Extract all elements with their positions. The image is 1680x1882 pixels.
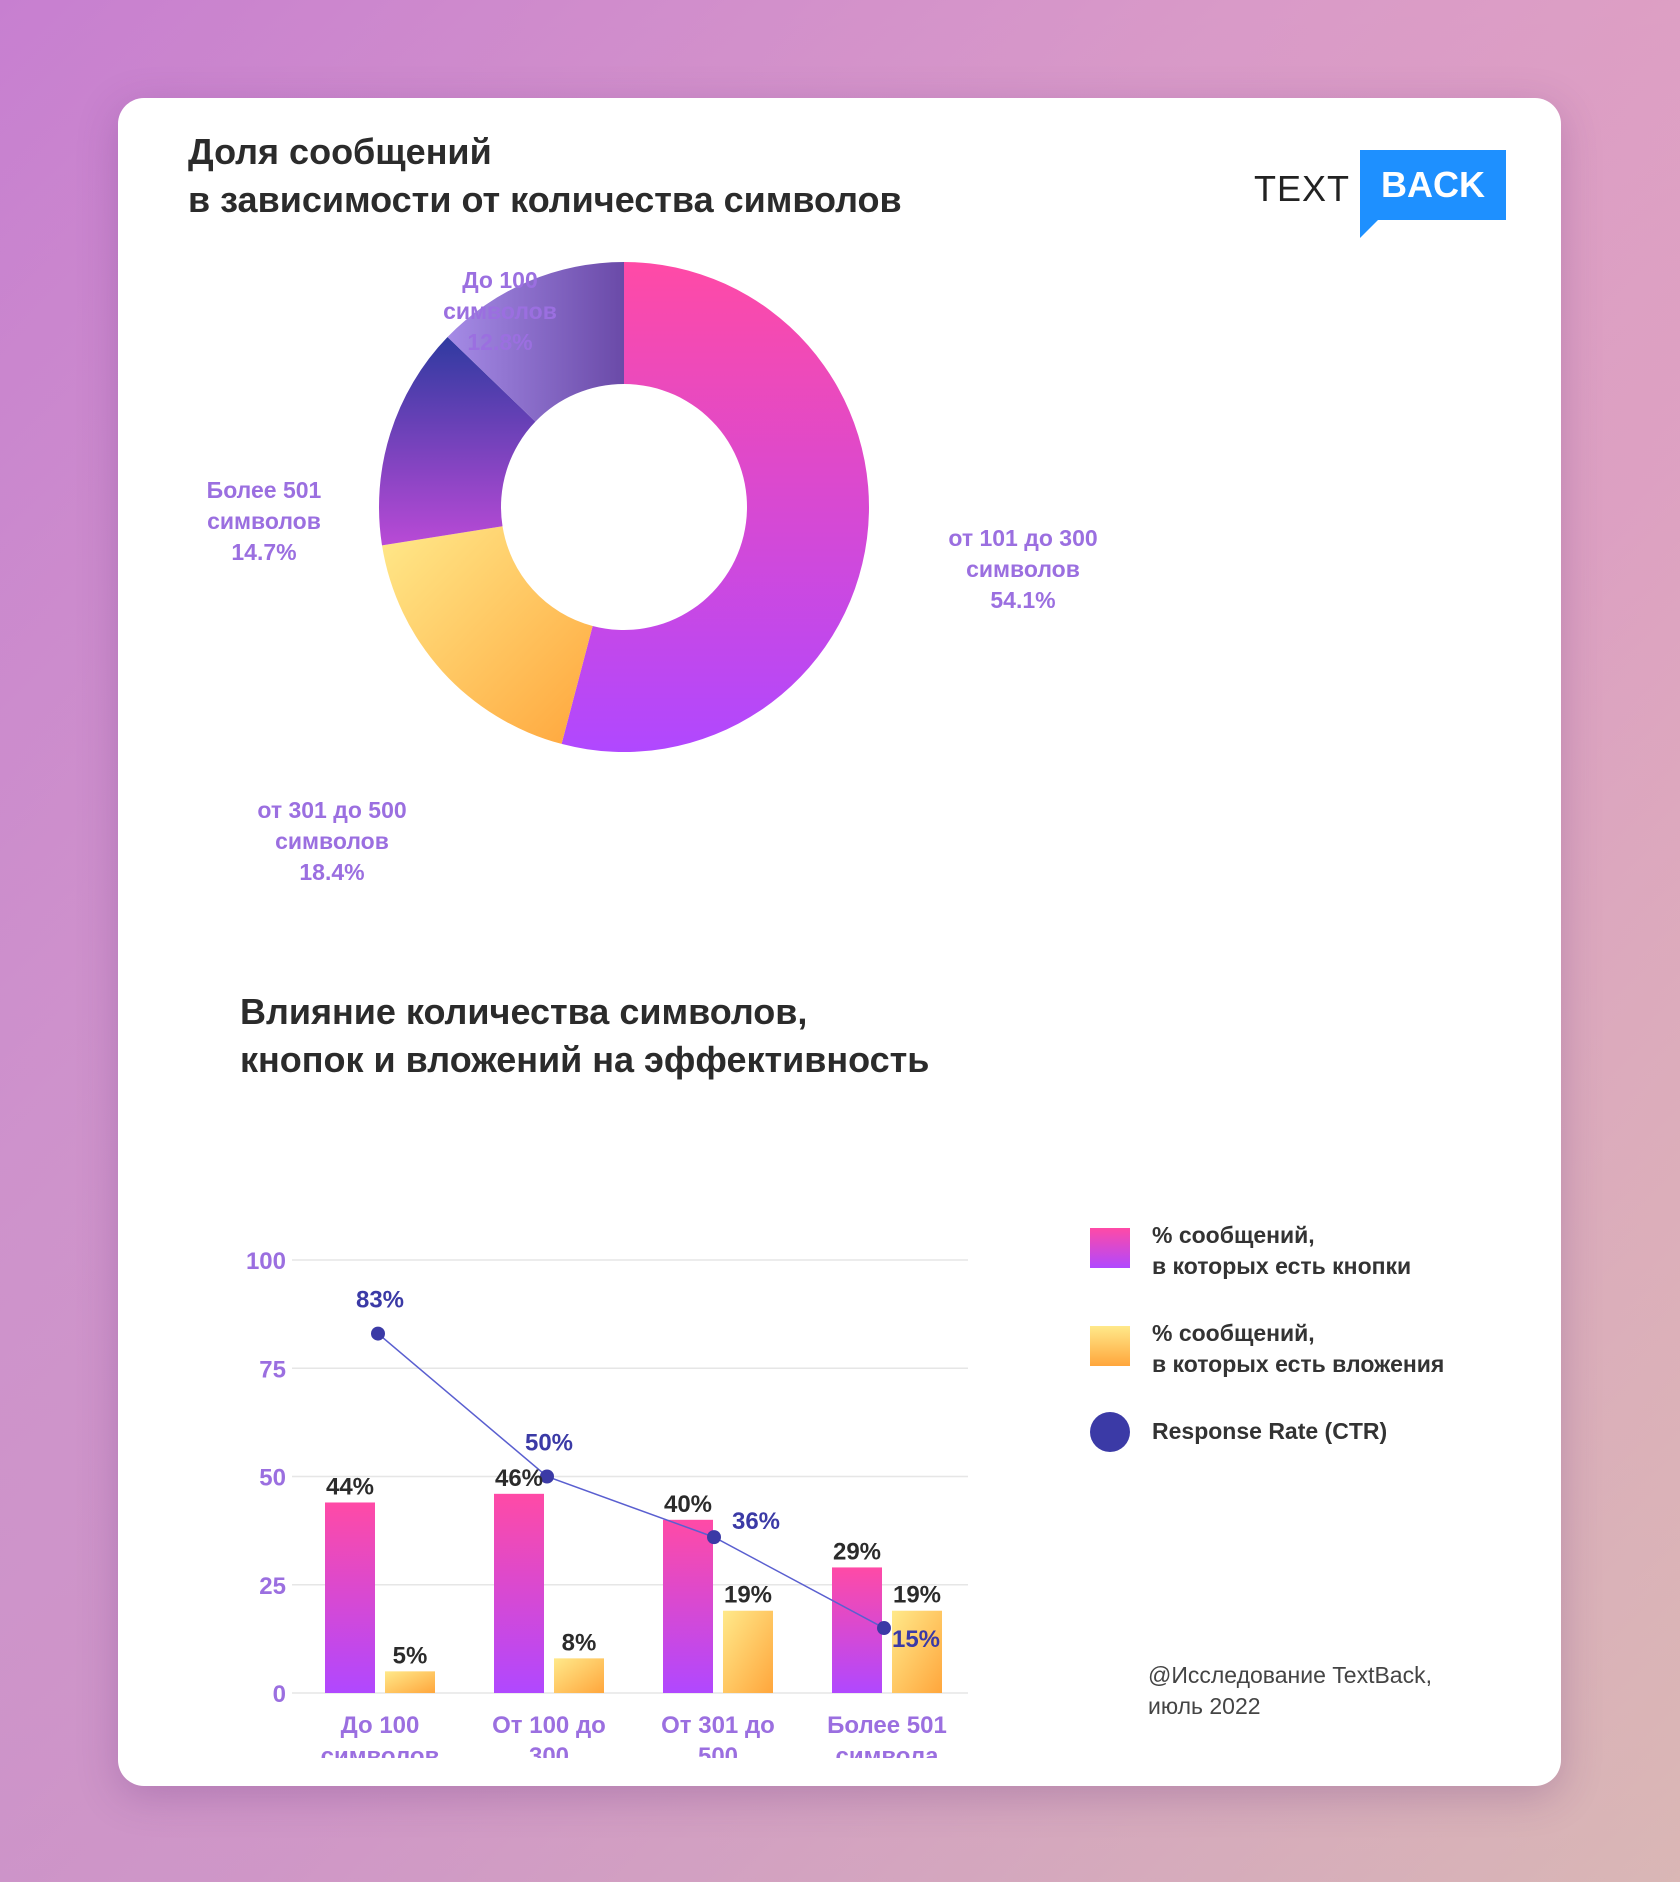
x-category-label-3-line-1: символа: [836, 1743, 940, 1758]
legend-label-buttons-line-1: % сообщений,: [1152, 1222, 1315, 1248]
ctr-point-2: [707, 1530, 721, 1545]
ctr-point-3: [877, 1621, 891, 1636]
pie-chart-title-line-1: Доля сообщений: [188, 131, 492, 172]
slice-label-101-300: от 101 до 300 символов 54.1%: [903, 523, 1143, 616]
donut-slice-1: [382, 526, 593, 744]
x-category-label-1-line-1: 300: [529, 1743, 569, 1758]
slice-label-101-300-value: 54.1%: [990, 587, 1056, 613]
infographic-card: Доля сообщений в зависимости от количест…: [118, 98, 1561, 1786]
logo-box: BACK: [1360, 150, 1506, 220]
y-tick-label-2: 50: [259, 1465, 286, 1492]
x-category-label-0-line-0: До 100: [341, 1712, 420, 1739]
slice-label-under-100-value: 12.8%: [467, 329, 533, 355]
bar-label-buttons-0: 44%: [326, 1473, 374, 1500]
donut-chart: [379, 262, 870, 752]
x-category-label-3-line-0: Более 501: [827, 1712, 947, 1739]
y-tick-label-3: 75: [259, 1356, 286, 1383]
legend-label-attachments: % сообщений, в которых есть вложения: [1152, 1318, 1444, 1380]
legend-label-ctr: Response Rate (CTR): [1152, 1416, 1387, 1447]
bar-chart-title-line-2: кнопок и вложений на эффективность: [240, 1039, 930, 1080]
slice-label-301-500-line-2: символов: [275, 828, 389, 854]
source-note-line-1: @Исследование TextBack,: [1148, 1662, 1432, 1688]
slice-label-301-500: от 301 до 500 символов 18.4%: [212, 795, 452, 888]
ctr-point-0: [371, 1326, 385, 1341]
bar-label-buttons-2: 40%: [664, 1491, 712, 1518]
slice-label-501-plus: Более 501 символов 14.7%: [144, 475, 384, 568]
bar-label-attachments-2: 19%: [724, 1582, 772, 1609]
bar-buttons-3: [832, 1567, 882, 1693]
legend-label-buttons: % сообщений, в которых есть кнопки: [1152, 1220, 1411, 1282]
bar-chart: 0 25 50 75 100 44% 46% 40% 29% 5% 8% 19% 19% 83% 50% 3…: [246, 1248, 968, 1758]
slice-label-under-100: До 100 символов 12.8%: [380, 265, 620, 358]
bar-chart-title: Влияние количества символов, кнопок и вл…: [240, 988, 929, 1084]
slice-label-under-100-line-1: До 100: [462, 267, 538, 293]
x-category-label-2-line-1: 500: [698, 1743, 738, 1758]
pie-chart-title-line-2: в зависимости от количества символов: [188, 179, 902, 220]
slice-label-under-100-line-2: символов: [443, 298, 557, 324]
legend-label-attachments-line-2: в которых есть вложения: [1152, 1351, 1445, 1377]
logo-tail: [1360, 220, 1378, 238]
bar-attachments-2: [723, 1610, 773, 1693]
source-note: @Исследование TextBack, июль 2022: [1148, 1660, 1432, 1722]
donut-slice-0: [561, 262, 870, 752]
bar-label-attachments-3: 19%: [893, 1582, 941, 1609]
slice-label-101-300-line-2: символов: [966, 556, 1080, 582]
bar-attachments-1: [554, 1658, 604, 1693]
bar-label-buttons-3: 29%: [833, 1538, 881, 1565]
slice-label-101-300-line-1: от 101 до 300: [948, 525, 1098, 551]
bar-buttons-1: [494, 1493, 544, 1693]
bar-buttons-2: [663, 1519, 713, 1693]
bar-buttons-0: [325, 1502, 375, 1693]
ctr-point-1: [540, 1469, 554, 1484]
ctr-line: [377, 1333, 885, 1629]
slice-label-301-500-value: 18.4%: [299, 859, 365, 885]
bar-label-attachments-1: 8%: [562, 1629, 597, 1656]
bar-attachments-0: [385, 1671, 435, 1693]
bar-attachments-3: [892, 1610, 942, 1693]
donut-slice-2: [379, 337, 536, 546]
ctr-label-0: 83%: [356, 1287, 404, 1314]
slice-label-501-plus-line-1: Более 501: [206, 477, 322, 503]
donut-slice-3: [447, 262, 624, 422]
slice-label-501-plus-value: 14.7%: [231, 539, 297, 565]
logo-text: TEXT: [1254, 168, 1351, 209]
x-category-label-1-line-0: От 100 до: [492, 1712, 606, 1739]
ctr-label-2: 36%: [732, 1508, 780, 1535]
y-tick-label-1: 25: [259, 1573, 286, 1600]
pie-chart-title: Доля сообщений в зависимости от количест…: [188, 128, 902, 224]
y-tick-label-4: 100: [246, 1248, 286, 1275]
legend-label-ctr-line-1: Response Rate (CTR): [1152, 1418, 1388, 1444]
x-category-label-0-line-1: символов: [321, 1743, 440, 1758]
x-category-label-2-line-0: От 301 до: [661, 1712, 775, 1739]
bar-chart-title-line-1: Влияние количества символов,: [240, 991, 808, 1032]
legend-label-attachments-line-1: % сообщений,: [1152, 1320, 1315, 1346]
slice-label-301-500-line-1: от 301 до 500: [257, 797, 407, 823]
legend-swatch-ctr: [1090, 1412, 1130, 1452]
y-tick-label-0: 0: [273, 1681, 286, 1708]
legend-label-buttons-line-2: в которых есть кнопки: [1152, 1253, 1412, 1279]
textback-logo: TEXT BACK: [1254, 150, 1524, 240]
ctr-label-1: 50%: [525, 1430, 573, 1457]
source-note-line-2: июль 2022: [1148, 1693, 1261, 1719]
legend-swatch-attachments: [1090, 1326, 1130, 1366]
legend-swatch-buttons: [1090, 1228, 1130, 1268]
slice-label-501-plus-line-2: символов: [207, 508, 321, 534]
ctr-label-3: 15%: [892, 1626, 940, 1653]
bar-label-buttons-1: 46%: [495, 1465, 543, 1492]
bar-label-attachments-0: 5%: [393, 1642, 428, 1669]
